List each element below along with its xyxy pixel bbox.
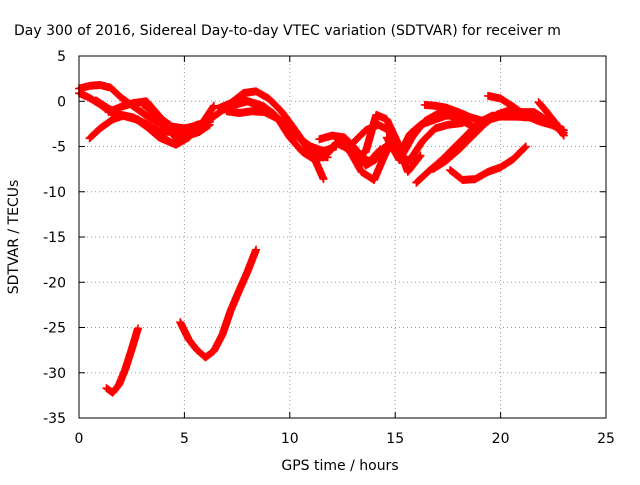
data-series-7 [214, 87, 332, 162]
data-point-run [235, 268, 252, 294]
data-point-run [430, 157, 449, 173]
data-point-run [535, 99, 551, 116]
data-point [209, 101, 218, 110]
data-point-run [166, 121, 188, 140]
y-axis-label: SDTVAR / TECUs [6, 180, 22, 295]
data-series-23 [102, 324, 143, 397]
data-point-run [181, 128, 202, 141]
data-point-run [139, 100, 158, 118]
data-series-24 [176, 245, 261, 362]
data-point-run [468, 121, 487, 141]
y-tick-label: 0 [57, 94, 66, 110]
data-point-run [130, 114, 150, 130]
data-point [416, 151, 425, 160]
data-point-run [419, 125, 439, 145]
data-point-run [510, 143, 529, 163]
data-series-20 [446, 142, 530, 184]
data-point-run [218, 307, 235, 338]
data-point-run [128, 325, 142, 352]
data-series-5 [138, 99, 214, 141]
data-point-run [320, 139, 340, 161]
data-point-run [341, 143, 359, 161]
data-point-run [176, 319, 192, 342]
data-point-run [543, 109, 559, 126]
data-point-run [210, 331, 226, 354]
y-tick-label: -5 [52, 140, 66, 156]
data-point-run [273, 114, 294, 141]
data-point-run [438, 144, 458, 164]
data-series-22 [534, 98, 568, 140]
data-point-run [121, 346, 136, 372]
data-point-run [143, 123, 162, 141]
data-point-run [286, 123, 306, 144]
y-tick-label: -20 [43, 275, 66, 291]
data-point-run [447, 166, 466, 184]
y-tick-label: -30 [43, 366, 66, 382]
data-point-run [463, 119, 483, 138]
data-point-run [451, 131, 470, 151]
data-point-run [370, 157, 386, 183]
data-point-run [455, 134, 475, 154]
y-tick-label: -10 [43, 185, 66, 201]
data-point-run [185, 336, 201, 353]
data-point-run [497, 155, 517, 171]
data-point-run [396, 131, 414, 159]
chart-title: Day 300 of 2016, Sidereal Day-to-day VTE… [14, 23, 561, 39]
data-series-17 [420, 100, 526, 126]
x-tick-label: 15 [386, 431, 404, 447]
data-point-run [265, 95, 285, 115]
data-point-run [130, 103, 150, 119]
data-point [134, 324, 143, 333]
data-points [75, 80, 568, 397]
data-point-run [151, 110, 173, 128]
data-point-run [286, 134, 306, 155]
x-axis-label: GPS time / hours [281, 458, 398, 474]
data-point-run [206, 107, 226, 123]
x-tick-label: 10 [281, 431, 299, 447]
y-tick-label: -35 [43, 411, 66, 427]
y-tick-label: -25 [43, 321, 66, 337]
axis-ticks [78, 55, 607, 419]
data-point-run [115, 366, 129, 388]
x-tick-label: 20 [492, 431, 510, 447]
data-point-run [86, 125, 104, 142]
data-point-run [531, 108, 550, 124]
x-tick-label: 5 [180, 431, 189, 447]
data-point-run [480, 111, 500, 128]
data-point-run [350, 127, 369, 146]
data-point-run [406, 138, 426, 163]
x-tick-label: 0 [75, 431, 84, 447]
data-point [252, 245, 261, 254]
data-point-run [93, 97, 112, 112]
x-tick-label: 25 [597, 431, 615, 447]
data-point-run [143, 112, 162, 127]
data-point-run [472, 168, 491, 183]
data-point-run [202, 347, 217, 361]
data-point [521, 142, 530, 151]
data-point [559, 131, 568, 140]
data-point-run [227, 287, 243, 314]
data-point-run [510, 103, 529, 119]
data-point [319, 175, 328, 184]
data-point-run [109, 381, 123, 396]
data-point-run [407, 121, 424, 137]
data-point-run [552, 120, 568, 139]
data-point-run [261, 103, 281, 121]
y-tick-label: -15 [43, 230, 66, 246]
data-point-run [253, 88, 272, 102]
data-series-21 [483, 91, 568, 135]
data-point-run [194, 115, 213, 130]
data-point-run [244, 246, 260, 275]
data-point-run [413, 167, 432, 186]
y-tick-labels: 5 0 -5 -10 -15 -20 -25 -30 -35 [43, 49, 66, 427]
data-point-run [497, 95, 517, 110]
data-point-run [404, 152, 424, 175]
y-tick-label: 5 [57, 49, 66, 65]
data-point-run [97, 116, 116, 132]
x-tick-labels: 0 5 10 15 20 25 [75, 431, 615, 447]
data-point-run [107, 84, 125, 101]
data-point-run [442, 147, 462, 165]
